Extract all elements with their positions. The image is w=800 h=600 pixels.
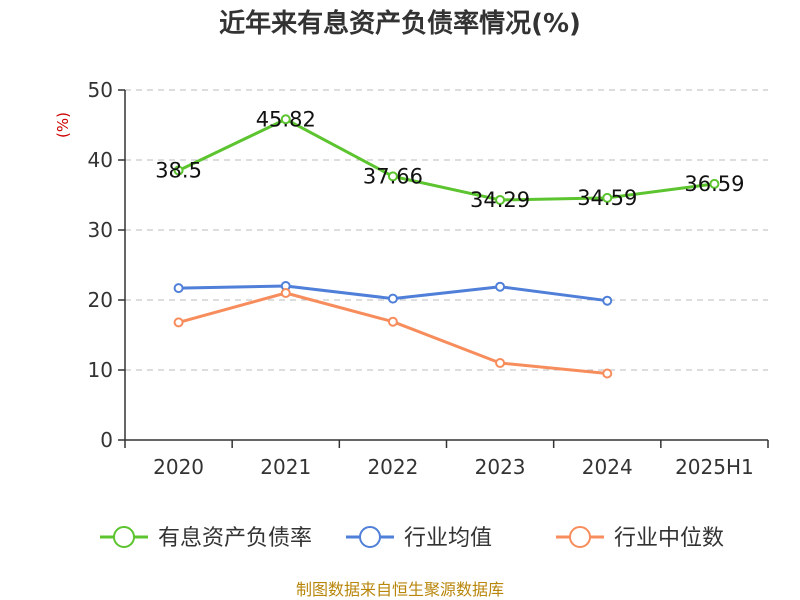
grid-lines: [125, 89, 768, 371]
x-tick-label: 2020: [153, 455, 204, 479]
data-point: [280, 114, 291, 125]
y-tick-label: 30: [88, 218, 113, 242]
data-label: 34.29: [470, 188, 530, 212]
legend-marker-icon: [569, 526, 591, 548]
data-label: 36.59: [684, 172, 744, 196]
data-point: [602, 192, 613, 203]
x-tick-label: 2025H1: [675, 455, 754, 479]
y-axis-unit: (%): [54, 112, 72, 138]
data-label: 38.5: [155, 159, 202, 183]
series-line-0: [177, 117, 715, 202]
legend-label: 有息资产负债率: [158, 526, 312, 551]
data-point: [602, 295, 613, 306]
x-tick-label: 2022: [367, 455, 418, 479]
data-point: [280, 288, 291, 298]
data-label: 45.82: [256, 107, 316, 131]
y-tick-label: 40: [88, 148, 113, 172]
chart-title: 近年来有息资产负债率情况(%): [219, 8, 581, 39]
data-point: [709, 178, 720, 189]
data-labels: 38.5 45.82 37.66 34.29 34.59 36.59: [155, 107, 744, 212]
data-point: [602, 368, 613, 379]
x-tick-label: 2021: [260, 455, 311, 479]
series-line-2: [178, 291, 608, 375]
legend-marker-icon: [113, 526, 135, 548]
legend-item[interactable]: 有息资产负债率: [100, 526, 312, 551]
x-tick-label: 2024: [582, 455, 633, 479]
data-point: [387, 316, 398, 327]
data-label: 34.59: [577, 186, 637, 210]
data-point: [495, 358, 506, 368]
axes: [118, 89, 769, 448]
y-tick-label: 50: [88, 78, 113, 102]
legend-label: 行业均值: [404, 526, 492, 551]
data-point: [387, 171, 398, 182]
legend[interactable]: 有息资产负债率 行业均值 行业中位数: [100, 526, 724, 551]
source-note: 制图数据来自恒生聚源数据库: [296, 580, 504, 599]
legend-item[interactable]: 行业均值: [346, 526, 492, 551]
data-point: [173, 165, 184, 176]
y-tick-label: 10: [88, 358, 113, 382]
y-tick-labels: 0 10 20 30 40 50: [88, 78, 113, 452]
x-tick-label: 2023: [475, 455, 526, 479]
legend-item[interactable]: 行业中位数: [556, 526, 724, 551]
data-point: [495, 194, 506, 205]
data-point: [173, 317, 184, 328]
data-point: [173, 283, 184, 294]
legend-label: 行业中位数: [614, 526, 724, 551]
data-label: 37.66: [363, 164, 423, 188]
y-tick-label: 20: [88, 288, 113, 312]
x-tick-labels: 2020 2021 2022 2023 2024 2025H1: [153, 455, 754, 479]
series-layer: [173, 114, 720, 379]
y-tick-label: 0: [100, 428, 113, 452]
data-point: [387, 293, 398, 304]
data-point: [495, 281, 506, 292]
legend-marker-icon: [359, 526, 381, 548]
